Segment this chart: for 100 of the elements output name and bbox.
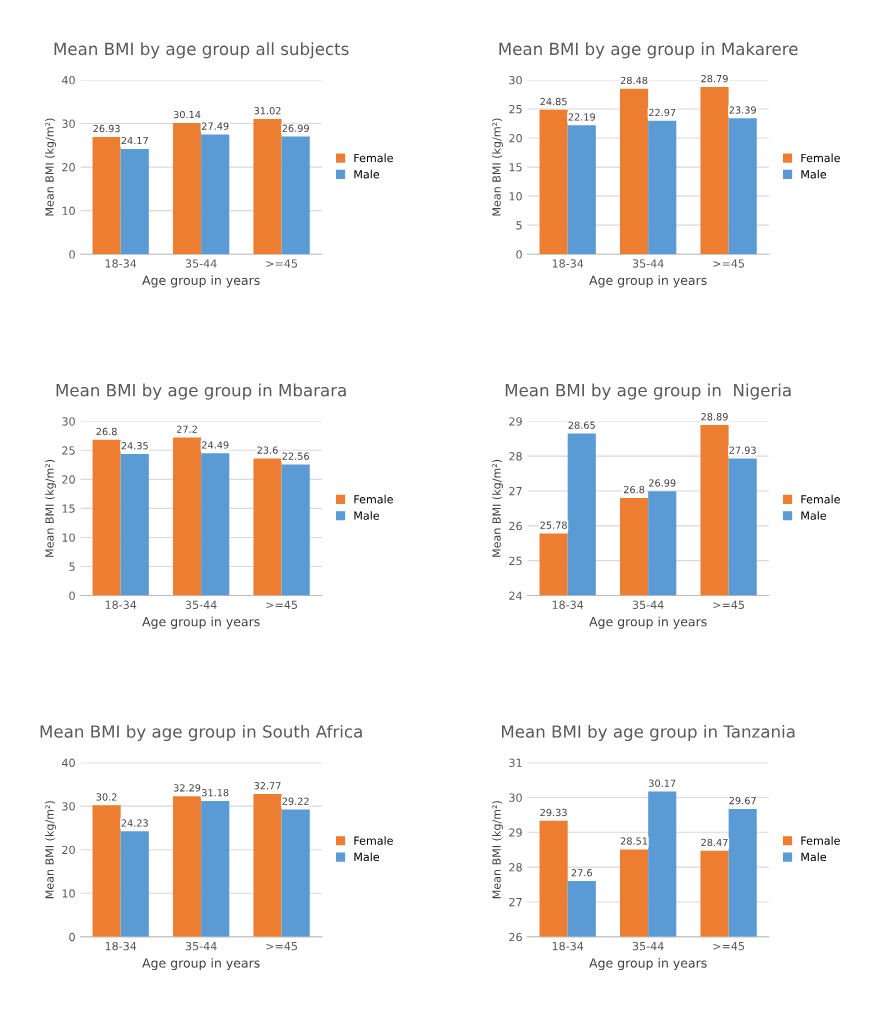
- data-label: 28.51: [620, 837, 648, 845]
- y-axis-title: Mean BMI (kg/m²): [492, 459, 503, 557]
- bar: [281, 464, 310, 596]
- bar: [172, 122, 202, 255]
- data-label: 26.93: [93, 124, 120, 133]
- x-axis-title: Age group in years: [589, 616, 707, 629]
- data-label: 28.89: [701, 413, 728, 421]
- y-tick-label: 0: [69, 250, 75, 259]
- y-axis-title: Mean BMI (kg/m²): [492, 801, 503, 899]
- legend-label: Female: [801, 836, 840, 845]
- y-tick-label: 10: [62, 206, 75, 216]
- bar: [120, 831, 149, 937]
- x-tick-label: >=45: [266, 259, 298, 268]
- x-tick-label: >=45: [713, 259, 745, 268]
- y-tick-label: 15: [62, 504, 75, 513]
- y-axis-title: Mean BMI (kg/m²): [45, 118, 56, 216]
- data-label: 24.17: [121, 136, 148, 145]
- legend-label: Female: [801, 153, 840, 163]
- y-tick-label: 27: [509, 486, 522, 496]
- bar: [253, 794, 282, 937]
- bar: [172, 437, 202, 596]
- y-tick-label: 0: [69, 932, 75, 942]
- y-tick-label: 29: [509, 828, 522, 837]
- y-tick-label: 40: [62, 758, 75, 767]
- x-tick-label: 18-34: [105, 941, 137, 951]
- x-tick-label: 35-44: [185, 259, 217, 268]
- x-tick-label: 18-34: [552, 941, 584, 951]
- data-label: 23.6: [257, 446, 278, 454]
- x-tick-label: 35-44: [632, 600, 664, 609]
- data-label: 31.02: [254, 107, 281, 115]
- y-axis-title: Mean BMI (kg/m²): [45, 801, 56, 899]
- x-tick-label: 35-44: [185, 941, 217, 951]
- data-label: 28.79: [701, 74, 728, 83]
- data-label: 32.77: [254, 782, 281, 790]
- data-label: 27.49: [202, 122, 229, 130]
- y-tick-label: 0: [516, 250, 522, 259]
- y-tick-label: 20: [509, 134, 522, 143]
- data-label: 29.67: [729, 796, 756, 805]
- bar: [201, 134, 230, 255]
- data-label: 28.65: [568, 421, 595, 429]
- y-tick-label: 20: [62, 475, 75, 484]
- data-label: 26.8: [623, 485, 645, 494]
- x-axis-title: Age group in years: [589, 958, 707, 971]
- y-tick-label: 26: [509, 521, 522, 531]
- chart-title: Mean BMI by age group in Nigeria: [505, 383, 791, 400]
- x-tick-label: >=45: [713, 942, 745, 951]
- x-tick-label: 18-34: [552, 259, 584, 268]
- y-tick-label: 10: [509, 192, 522, 201]
- y-tick-label: 26: [509, 932, 522, 942]
- data-label: 22.19: [568, 113, 595, 121]
- bar: [120, 454, 149, 596]
- x-axis-title: Age group in years: [589, 275, 707, 288]
- data-label: 24.23: [121, 819, 148, 827]
- y-tick-label: 30: [509, 75, 522, 85]
- y-tick-label: 5: [516, 221, 522, 230]
- y-axis-title: Mean BMI (kg/m²): [45, 459, 56, 557]
- x-tick-label: >=45: [266, 600, 298, 609]
- chart-title: Mean BMI by age group in South Africa: [40, 724, 362, 742]
- y-tick-label: 27: [509, 897, 522, 907]
- x-axis-title: Age group in years: [142, 275, 260, 288]
- bar: [120, 148, 149, 255]
- x-axis-title: Age group in years: [142, 616, 260, 629]
- x-tick-label: 18-34: [552, 600, 584, 609]
- bar: [619, 88, 649, 255]
- bar: [539, 109, 568, 255]
- bar: [253, 119, 282, 255]
- legend-label: Male: [354, 169, 380, 179]
- bar: [281, 136, 310, 255]
- bar: [201, 453, 230, 596]
- data-label: 23.39: [729, 106, 756, 114]
- legend-label: Female: [354, 153, 393, 163]
- y-tick-label: 25: [509, 104, 522, 114]
- chart-title: Mean BMI by age group in Tanzania: [501, 724, 795, 742]
- bar: [92, 439, 121, 596]
- data-label: 32.29: [173, 784, 201, 792]
- bar: [281, 809, 310, 937]
- y-tick-label: 30: [62, 119, 75, 128]
- legend-label: Male: [801, 169, 827, 179]
- legend-label: Female: [801, 494, 840, 504]
- y-tick-label: 28: [509, 452, 522, 461]
- data-label: 27.6: [571, 869, 592, 877]
- y-tick-label: 31: [509, 758, 522, 767]
- y-tick-label: 20: [62, 845, 75, 855]
- data-label: 27.93: [729, 446, 756, 454]
- data-label: 29.22: [282, 797, 309, 805]
- data-label: 24.49: [202, 441, 229, 449]
- bar: [253, 458, 282, 596]
- x-tick-label: 35-44: [185, 600, 217, 609]
- data-label: 25.78: [540, 521, 567, 529]
- data-label: 28.47: [701, 838, 728, 847]
- y-tick-label: 0: [69, 591, 75, 600]
- data-label: 31.18: [202, 789, 229, 797]
- legend-label: Female: [354, 494, 393, 504]
- bar: [92, 805, 121, 937]
- y-tick-label: 30: [509, 793, 522, 802]
- x-tick-label: 18-34: [105, 600, 137, 609]
- data-label: 26.99: [282, 124, 309, 132]
- bar: [648, 120, 677, 255]
- chart-title: Mean BMI by age group all subjects: [54, 42, 349, 59]
- y-tick-label: 30: [62, 802, 75, 811]
